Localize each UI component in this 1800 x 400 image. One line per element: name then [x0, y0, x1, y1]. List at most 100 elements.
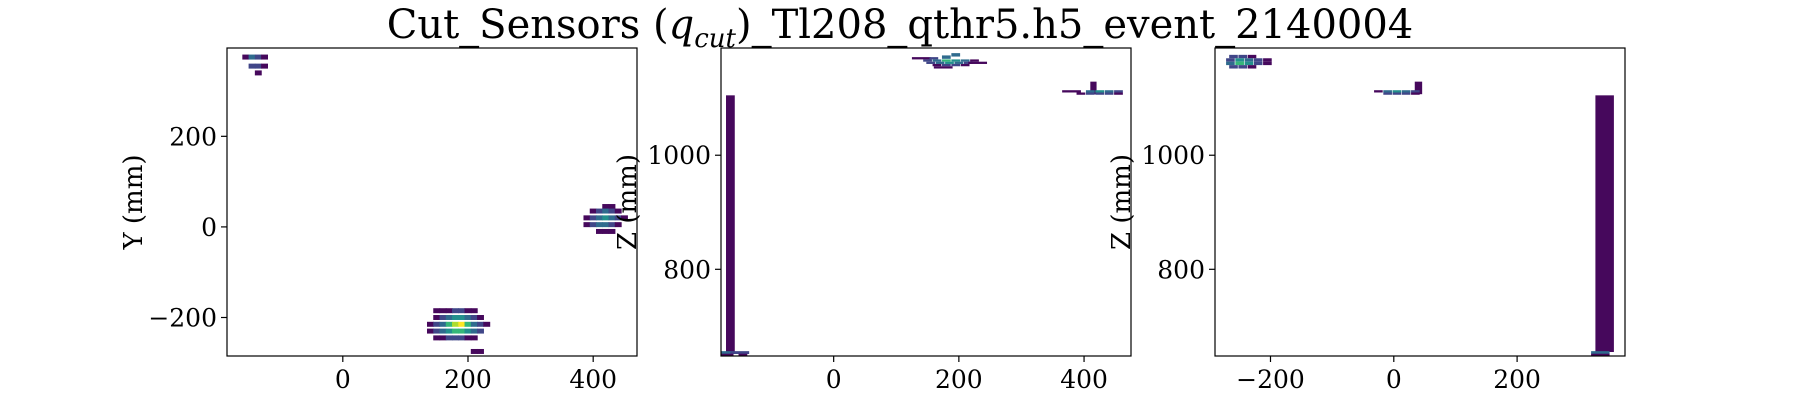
heatmap-cell	[1383, 92, 1392, 95]
heatmap-cell	[483, 321, 491, 327]
heatmap-cell	[452, 315, 459, 320]
heatmap-cell	[1062, 90, 1081, 93]
heatmap-cell	[1392, 92, 1402, 95]
heatmap-cell	[1244, 61, 1254, 66]
y-tick-label: 800	[1157, 255, 1205, 284]
heatmap-cell	[439, 335, 447, 341]
heatmap-cell	[602, 215, 610, 221]
heatmap-cell	[589, 208, 597, 214]
heatmap-cell	[608, 215, 616, 221]
heatmap-cell	[464, 308, 472, 314]
heatmap-cell	[1226, 61, 1235, 66]
heatmap-cell	[470, 348, 478, 354]
y-tick-label: 800	[663, 255, 711, 284]
plot-frame	[226, 47, 638, 357]
heatmap-cell	[721, 351, 734, 355]
heatmap-cell	[596, 228, 603, 234]
heatmap-cell	[1114, 92, 1123, 95]
heatmap-cell	[433, 328, 441, 334]
heatmap-cell	[452, 308, 459, 314]
title-suffix: )_Tl208_qthr5.h5_event_2140004	[735, 2, 1414, 48]
heatmap-cell	[433, 315, 441, 320]
heatmap-cell	[458, 315, 466, 320]
heatmap-cell	[445, 335, 453, 341]
heatmap-cell	[602, 222, 610, 228]
heatmap-cell	[1238, 54, 1248, 59]
heatmap-cell	[477, 348, 484, 354]
heatmap-cell	[1401, 90, 1411, 93]
heatmap-cell	[941, 63, 951, 67]
heatmap-cell	[439, 315, 447, 320]
heatmap-cell	[911, 57, 931, 60]
y-tick-label: 0	[201, 213, 217, 242]
heatmap-cell	[1247, 65, 1257, 69]
heatmap-cell	[970, 59, 979, 62]
heatmap-cell	[470, 308, 478, 314]
x-tick-label: 200	[444, 365, 492, 394]
title-q-subscript: cut	[694, 24, 736, 54]
heatmap-cell	[960, 63, 970, 67]
x-tick-label: 0	[335, 365, 351, 394]
heatmap-cell	[464, 315, 472, 320]
heatmap-cell	[477, 328, 484, 334]
heatmap-cell	[452, 328, 459, 334]
heatmap-cell	[464, 321, 472, 327]
heatmap-cell	[1253, 58, 1263, 62]
heatmap-cell	[929, 57, 939, 60]
heatmap-cell	[458, 321, 466, 327]
heatmap-cell	[1104, 92, 1114, 95]
heatmap-cell	[1085, 90, 1095, 93]
heatmap-cell	[932, 63, 942, 67]
heatmap-cell	[1244, 58, 1254, 62]
heatmap-cell	[923, 59, 932, 62]
y-tick-label: −200	[148, 304, 217, 333]
heatmap-cell	[614, 222, 622, 228]
x-tick-label: 0	[1386, 365, 1402, 394]
heatmap-cell	[932, 59, 942, 62]
heatmap-cell	[445, 308, 453, 314]
heatmap-cell	[452, 321, 459, 327]
heatmap-cell	[1411, 92, 1420, 95]
heatmap-cell	[1401, 92, 1411, 95]
heatmap-cell	[1085, 92, 1095, 95]
heatmap-cell	[464, 335, 472, 341]
heatmap-cell	[608, 222, 616, 228]
y-tick-label: 1000	[1141, 141, 1205, 170]
heatmap-cell	[951, 53, 961, 57]
heatmap-cell	[933, 66, 953, 69]
heatmap-cell	[941, 59, 951, 62]
heatmap-cell	[1226, 58, 1235, 62]
heatmap-cell	[596, 208, 603, 214]
heatmap-cell	[1229, 54, 1238, 59]
heatmap-cell	[1392, 90, 1402, 93]
heatmap-cell	[614, 215, 622, 221]
plot-frame	[1214, 47, 1626, 357]
heatmap-cell	[1263, 58, 1272, 62]
heatmap-cell	[596, 215, 603, 221]
x-tick-label: 0	[826, 365, 842, 394]
heatmap-cell	[1383, 90, 1392, 93]
x-tick-label: 200	[935, 365, 983, 394]
heatmap-cell	[1090, 81, 1097, 95]
heatmap-panel-1: 0 200 400 −200 0 200 Y (mm)	[119, 47, 638, 394]
heatmap-cells	[242, 54, 628, 354]
heatmap-cell	[960, 59, 970, 62]
heatmap-cell	[951, 63, 961, 67]
heatmap-cell	[433, 335, 441, 341]
heatmap-cell	[433, 308, 441, 314]
y-axis-label: Z (mm)	[613, 154, 643, 250]
heatmap-cell	[941, 55, 951, 59]
heatmap-cell	[426, 321, 434, 327]
heatmap-cell	[1229, 65, 1238, 69]
heatmap-cell	[433, 321, 441, 327]
heatmap-cell	[445, 315, 453, 320]
heatmap-cell	[254, 70, 262, 76]
heatmap-cell	[439, 321, 447, 327]
heatmap-cell	[248, 63, 256, 69]
heatmap-cell	[470, 328, 478, 334]
heatmap-cell	[464, 328, 472, 334]
title-q-symbol: q	[668, 2, 695, 48]
